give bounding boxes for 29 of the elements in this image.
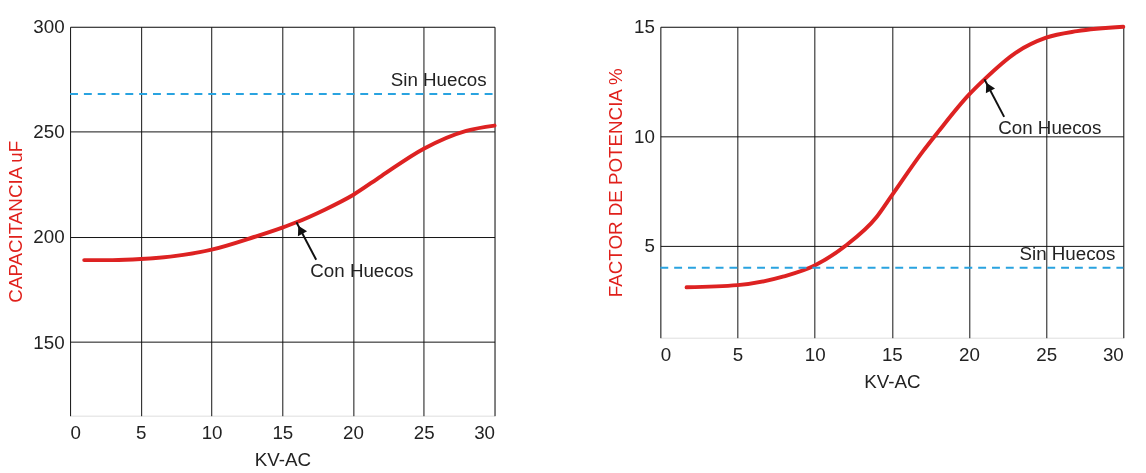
line-series: [82, 123, 497, 263]
y-tick-label: 300: [33, 16, 65, 38]
y-tick-label: 15: [634, 16, 655, 38]
x-tick-label: 30: [1102, 343, 1124, 365]
y-axis-title: CAPACITANCIA uF: [4, 140, 26, 303]
x-tick-label: 20: [343, 421, 364, 443]
x-axis-title: KV-AC: [864, 370, 921, 392]
x-tick-label: 10: [804, 343, 826, 365]
ref-line-label: Sin Huecos: [1019, 242, 1116, 264]
line-series: [684, 24, 1126, 290]
x-axis-title: KV-AC: [254, 448, 311, 470]
x-tick-label: 25: [413, 421, 435, 443]
x-tick-label: 30: [474, 421, 496, 443]
x-tick-label: 0: [70, 421, 82, 443]
y-tick-label: 250: [33, 121, 65, 143]
x-tick-label: 0: [660, 343, 672, 365]
x-tick-label: 25: [1036, 343, 1058, 365]
x-tick-label: 5: [732, 343, 744, 365]
y-tick-label: 150: [33, 331, 65, 353]
x-tick-label: 10: [201, 421, 223, 443]
x-tick-label: 15: [881, 343, 903, 365]
x-tick-label: 15: [272, 421, 294, 443]
x-tick-label: 5: [136, 421, 147, 443]
y-tick-label: 10: [634, 125, 655, 147]
y-tick-label: 5: [644, 235, 655, 257]
y-tick-label: 200: [33, 226, 65, 248]
ref-line-label: Sin Huecos: [390, 69, 487, 91]
y-axis-title: FACTOR DE POTENCIA %: [605, 68, 627, 298]
x-tick-label: 20: [959, 343, 980, 365]
